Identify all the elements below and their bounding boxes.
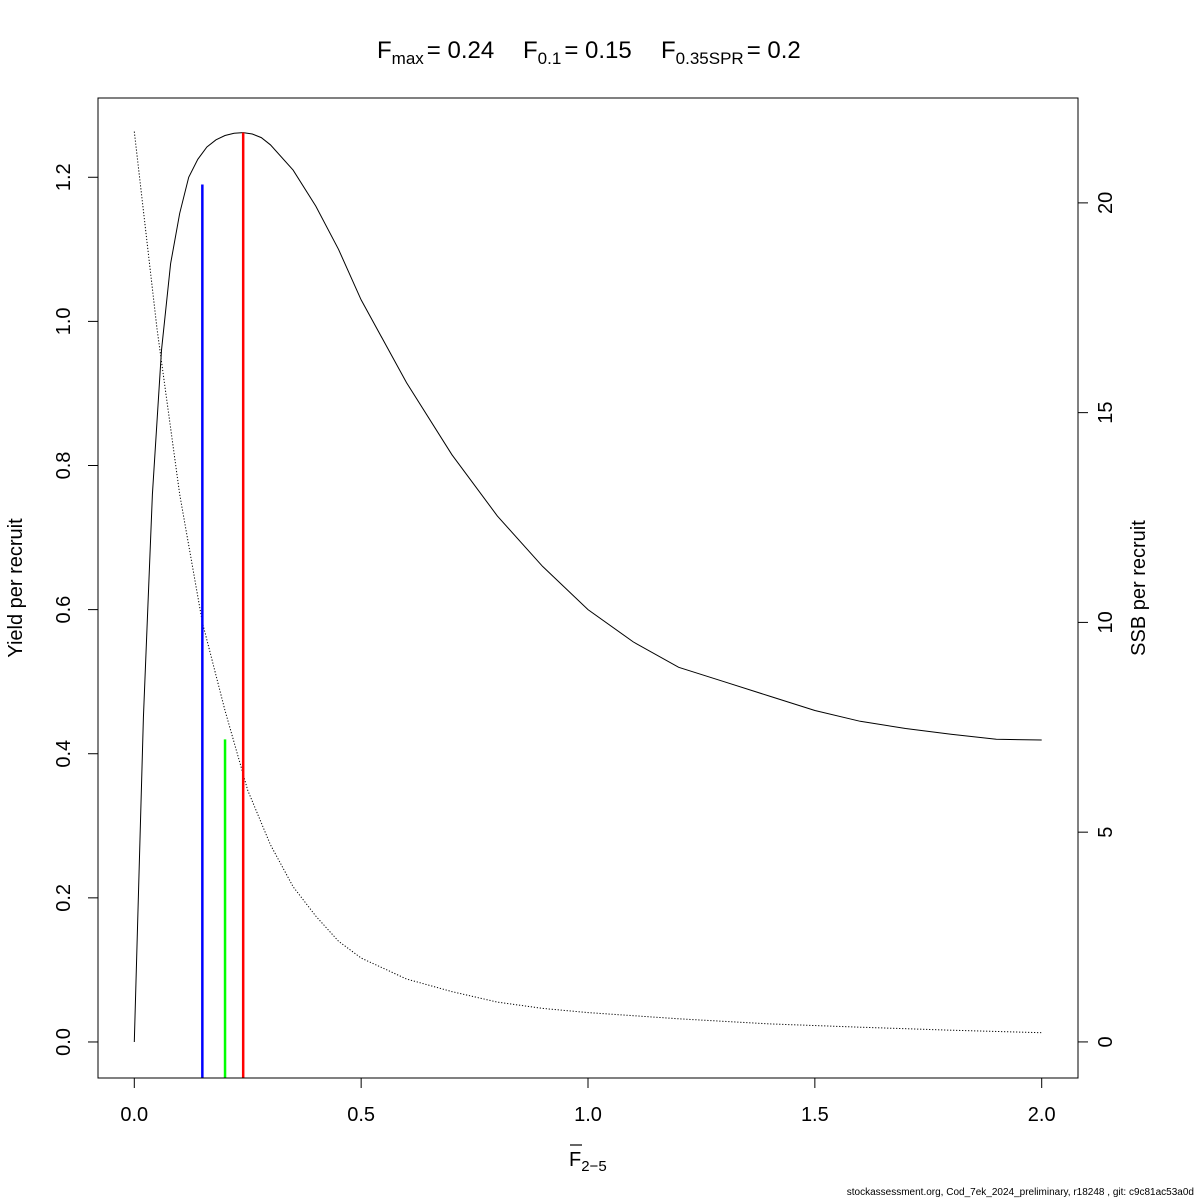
- title-fspr: F0.35SPR = 0.2: [661, 37, 801, 68]
- y-axis-right-label: SSB per recruit: [1128, 520, 1150, 656]
- y-axis-left: 0.0 0.2 0.4 0.6 0.8 1.0 1.2: [53, 163, 99, 1056]
- y-axis-right: 0 5 10 15 20: [1077, 192, 1117, 1047]
- x-axis-label: F2−5: [569, 1149, 607, 1175]
- plot-frame: [97, 97, 1079, 1079]
- x-tick-label: 0.5: [347, 1104, 375, 1126]
- y-left-tick-label: 0.6: [53, 596, 75, 624]
- x-tick-label: 2.0: [1028, 1104, 1056, 1126]
- series-line-0: [133, 132, 1042, 1043]
- y-right-tick-label: 15: [1095, 402, 1117, 424]
- y-right-tick-label: 5: [1095, 827, 1117, 838]
- x-tick-label: 1.5: [801, 1104, 829, 1126]
- y-left-tick-label: 0.2: [53, 884, 75, 912]
- y-left-tick-label: 1.2: [53, 163, 75, 191]
- footer-credit: stockassessment.org, Cod_7ek_2024_prelim…: [846, 1187, 1194, 1198]
- chart-title: Fmax = 0.24 F0.1 = 0.15 F0.35SPR = 0.2: [377, 37, 801, 68]
- x-axis: 0.0 0.5 1.0 1.5 2.0: [120, 1077, 1056, 1126]
- y-left-tick-label: 1.0: [53, 307, 75, 335]
- y-left-tick-label: 0.0: [53, 1028, 75, 1056]
- title-f01: F0.1 = 0.15: [523, 37, 632, 68]
- series-layer: [133, 131, 1042, 1043]
- y-right-tick-label: 20: [1095, 192, 1117, 214]
- title-fmax: Fmax = 0.24: [377, 37, 494, 68]
- y-right-tick-label: 10: [1095, 611, 1117, 633]
- y-left-tick-label: 0.4: [53, 740, 75, 768]
- x-tick-label: 0.0: [120, 1104, 148, 1126]
- reference-lines: [201, 132, 245, 1078]
- y-right-tick-label: 0: [1095, 1036, 1117, 1047]
- y-axis-left-label: Yield per recruit: [5, 518, 27, 658]
- y-left-tick-label: 0.8: [53, 452, 75, 480]
- series-line-1: [133, 131, 1042, 1034]
- x-tick-label: 1.0: [574, 1104, 602, 1126]
